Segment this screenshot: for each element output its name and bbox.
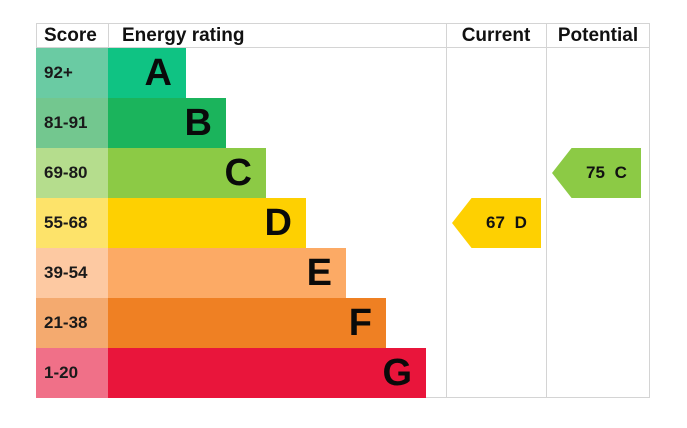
current-header: Current	[461, 25, 531, 46]
band-bar-f: F	[108, 298, 386, 348]
band-bar-g: G	[108, 348, 426, 398]
score-range-b: 81-91	[36, 98, 108, 148]
score-range-f: 21-38	[36, 298, 108, 348]
band-bar-b: B	[108, 98, 226, 148]
current-rating-arrow: 67 D	[452, 198, 541, 248]
energy-rating-header: Energy rating	[122, 25, 245, 46]
score-range-d: 55-68	[36, 198, 108, 248]
band-bar-d: D	[108, 198, 306, 248]
score-range-g: 1-20	[36, 348, 108, 398]
score-range-e: 39-54	[36, 248, 108, 298]
potential-column-divider	[546, 23, 547, 398]
score-range-c: 69-80	[36, 148, 108, 198]
potential-rating-arrow: 75 C	[552, 148, 641, 198]
band-bar-c: C	[108, 148, 266, 198]
score-header: Score	[44, 25, 97, 46]
band-bar-e: E	[108, 248, 346, 298]
potential-header: Potential	[557, 25, 639, 46]
header-divider	[36, 47, 650, 48]
score-range-a: 92+	[36, 48, 108, 98]
band-bar-a: A	[108, 48, 186, 98]
current-column-divider	[446, 23, 447, 398]
